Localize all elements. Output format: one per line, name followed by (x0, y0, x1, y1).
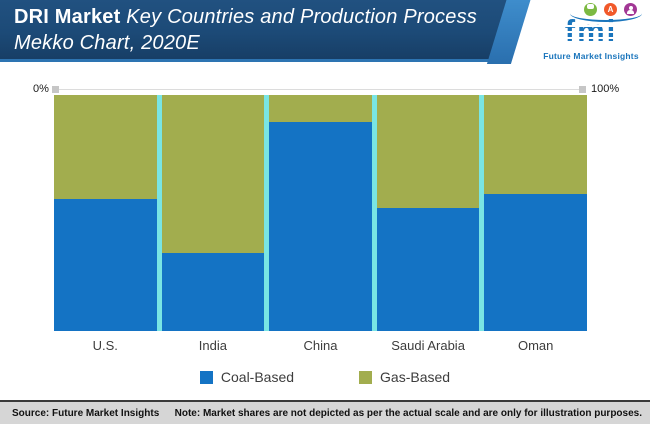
legend-swatch-coal-based (199, 370, 213, 384)
legend-label-gas-based: Gas-Based (380, 369, 451, 385)
title-italic-line2: Mekko Chart, 2020E (14, 32, 200, 54)
person-body (627, 10, 634, 14)
person-icon (624, 3, 637, 16)
category-label-india: India (198, 338, 227, 353)
title-bold: DRI Market (14, 6, 121, 28)
note-label: Note: (174, 407, 201, 419)
fmi-logo: A fmi Future Market Insights (532, 0, 650, 62)
segment-gas-based-oman (484, 95, 587, 195)
segment-coal-based-saudi-arabia (376, 208, 480, 331)
logo-tagline: Future Market Insights (543, 51, 639, 61)
disclaimer-note: Note: Market shares are not depicted as … (175, 408, 642, 419)
segment-coal-based-india (161, 253, 265, 331)
mekko-column-u-s (54, 95, 157, 331)
legend-swatch-gas-based (359, 370, 373, 384)
scale-line (52, 86, 586, 93)
fmi-text: fmi (532, 14, 650, 48)
legend-item-coal-based: Coal-Based (199, 369, 295, 385)
category-axis: U.S. India China Saudi Arabia Oman (54, 338, 587, 353)
segment-gas-based-india (161, 95, 265, 254)
category-label-oman: Oman (517, 338, 554, 353)
segment-coal-based-u-s (54, 198, 157, 331)
chat-icon (584, 3, 597, 16)
scale-max-label: 100% (591, 83, 620, 95)
segment-gas-based-u-s (54, 95, 157, 199)
logo-arc (570, 5, 642, 22)
note-text: Market shares are not depicted as per th… (202, 407, 642, 419)
percentage-scale: 0% 100% (0, 83, 650, 95)
chart-legend: Coal-Based Gas-Based (0, 369, 650, 385)
scale-min-label: 0% (33, 83, 49, 95)
header-banner: DRI Market Key Countries and Production … (0, 0, 650, 64)
fmi-brick-stripe (558, 25, 624, 27)
mekko-column-oman (484, 95, 587, 331)
scale-handle-left[interactable] (52, 86, 59, 93)
fmi-brick-stripe (558, 43, 624, 45)
fmi-brick-stripe (558, 37, 624, 39)
source-text: Future Market Insights (52, 407, 160, 419)
source-note: Source: Future Market Insights (12, 408, 159, 419)
location-pin-icon: A (604, 3, 617, 16)
fmi-brick-stripe (558, 31, 624, 33)
mekko-column-china (269, 95, 372, 331)
fmi-wordmark: fmi (532, 14, 650, 48)
mekko-column-saudi-arabia (376, 95, 480, 331)
category-label-u-s: U.S. (92, 338, 118, 353)
legend-item-gas-based: Gas-Based (359, 369, 450, 385)
segment-coal-based-oman (484, 194, 587, 331)
segment-gas-based-saudi-arabia (376, 95, 480, 209)
category-label-saudi-arabia: Saudi Arabia (391, 338, 465, 353)
source-label: Source: (12, 407, 50, 419)
legend-label-coal-based: Coal-Based (220, 369, 295, 385)
mekko-column-india (161, 95, 265, 331)
segment-gas-based-china (269, 95, 372, 123)
person-head (628, 5, 633, 10)
scale-handle-right[interactable] (579, 86, 586, 93)
segment-coal-based-china (269, 122, 372, 331)
chat-bubble-glyph (587, 4, 594, 9)
title-italic-line1: Key Countries and Production Process (126, 6, 477, 28)
footer-bar: Source: Future Market Insights Note: Mar… (0, 400, 650, 424)
category-label-china: China (303, 338, 338, 353)
page-title: DRI Market Key Countries and Production … (14, 4, 477, 56)
mekko-chart (54, 95, 587, 331)
